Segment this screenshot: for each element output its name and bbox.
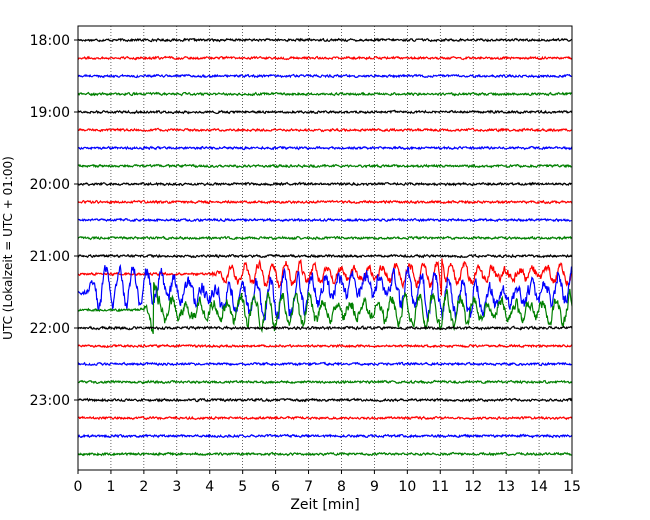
trace-2000: [77, 181, 573, 187]
x-tick-label: 2: [139, 479, 148, 495]
x-tick-label: 9: [370, 479, 379, 495]
y-tick-label: 18:00: [30, 33, 70, 49]
x-tick-label: 12: [464, 479, 482, 495]
y-tick-label: 22:00: [30, 321, 70, 337]
trace-2200: [77, 325, 573, 331]
trace-2345: [77, 451, 573, 457]
vertical-grid: [110, 26, 540, 470]
y-axis-title: UTC (Lokalzeit = UTC + 01:00): [1, 156, 15, 340]
trace-2215: [77, 343, 573, 349]
plot-frame: [77, 25, 573, 471]
trace-2115: [77, 258, 573, 296]
trace-2245: [77, 379, 573, 385]
trace-1845: [77, 91, 573, 97]
trace-1915: [77, 127, 573, 133]
x-tick-label: 1: [106, 479, 115, 495]
trace-2015: [77, 199, 573, 205]
trace-2130: [77, 263, 573, 321]
trace-2045: [77, 235, 573, 241]
trace-1945: [77, 163, 572, 169]
x-tick-label: 11: [431, 479, 449, 495]
trace-2315: [77, 415, 573, 421]
x-tick-label: 10: [398, 479, 416, 495]
trace-2300: [77, 397, 573, 403]
x-tick-label: 6: [271, 479, 280, 495]
trace-1830: [77, 73, 573, 79]
x-tick-label: 0: [74, 479, 83, 495]
trace-1815: [77, 55, 573, 61]
x-tick-label: 8: [337, 479, 346, 495]
trace-2330: [77, 433, 573, 439]
x-tick-label: 15: [563, 479, 581, 495]
x-tick-label: 4: [205, 479, 214, 495]
trace-1900: [77, 109, 573, 115]
y-tick-label: 20:00: [30, 177, 70, 193]
x-axis-title: Zeit [min]: [290, 497, 359, 513]
x-tick-label: 5: [238, 479, 247, 495]
x-tick-label: 13: [497, 479, 515, 495]
trace-2030: [77, 217, 573, 223]
x-tick-label: 7: [304, 479, 313, 495]
y-tick-label: 23:00: [30, 393, 70, 409]
trace-2100: [77, 253, 573, 259]
y-axis: 18:00 19:00 20:00 21:00 22:00 23:00: [30, 33, 78, 409]
x-tick-label: 14: [530, 479, 548, 495]
trace-1930: [77, 145, 573, 151]
trace-1800: [77, 37, 573, 43]
traces: [77, 37, 573, 457]
y-tick-label: 19:00: [30, 105, 70, 121]
trace-2230: [77, 361, 573, 367]
x-axis: 0 1 2 3 4 5 6 7 8 9 10 11 12 13 14 15: [74, 470, 581, 495]
trace-2145: [77, 282, 573, 335]
x-tick-label: 3: [172, 479, 181, 495]
y-tick-label: 21:00: [30, 249, 70, 265]
